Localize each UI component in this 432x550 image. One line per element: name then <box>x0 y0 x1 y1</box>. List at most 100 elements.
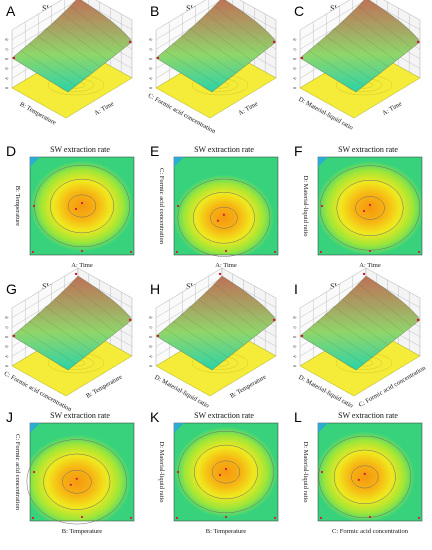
design-point <box>224 467 228 471</box>
design-point <box>74 207 78 211</box>
panel-title: SW extraction rate <box>50 411 110 420</box>
surface-mesh-line <box>357 5 413 49</box>
surface-mesh-line <box>349 12 405 55</box>
panel-letter: L <box>294 409 302 425</box>
panel-letter: B <box>150 3 159 19</box>
panel-letter: K <box>150 409 160 425</box>
contour-plot-area <box>29 422 135 522</box>
panel-title: SW extraction rate <box>50 145 110 154</box>
surface-mesh-line <box>61 12 117 55</box>
z-tick-label: 40 <box>293 76 297 80</box>
contour-line <box>192 191 255 244</box>
response-surface <box>11 0 133 93</box>
panel-j-contour: J SW extraction rate B: Temperature C: Form… <box>6 409 135 535</box>
surface-mesh-line <box>357 283 413 327</box>
design-point <box>69 483 72 486</box>
z-tick-label: 40 <box>149 76 153 80</box>
z-tick-label: 50 <box>149 67 153 71</box>
contour-line <box>210 206 238 229</box>
contour-plot-area <box>173 156 279 256</box>
surface-mesh-line <box>172 320 229 358</box>
surface-mesh-line <box>164 50 221 86</box>
contour-corner-low <box>174 423 184 433</box>
surface-mesh-line <box>172 42 229 80</box>
design-point <box>74 272 78 276</box>
z-tick-label: 50 <box>149 345 153 349</box>
design-point <box>224 515 228 519</box>
z-tick-label: 80 <box>5 316 9 320</box>
z-tick-label: 80 <box>293 316 297 320</box>
y-axis-label: B: Temperature <box>14 186 21 227</box>
design-point <box>222 213 226 216</box>
z-tick-label: 60 <box>293 57 297 61</box>
panel-letter: D <box>6 143 16 159</box>
surface-mesh-line <box>20 328 77 364</box>
response-surface <box>155 0 277 93</box>
z-tick-label: 40 <box>149 354 153 358</box>
contour-line <box>177 178 271 257</box>
design-point <box>417 516 421 520</box>
design-point <box>156 56 160 60</box>
y-axis-label: D: Material-liquid ratio <box>158 441 165 502</box>
panel-title: SW extraction rate <box>194 145 254 154</box>
contour-line <box>43 453 111 510</box>
design-point <box>273 250 277 254</box>
design-point <box>80 515 84 519</box>
panel-d-contour: D SW extraction rate A: Time B: Temperature <box>6 143 135 269</box>
z-tick-label: 50 <box>5 67 9 71</box>
surface-mesh-line <box>36 313 93 352</box>
surface-mesh-line <box>53 298 109 339</box>
design-point <box>416 318 420 322</box>
contour-corner-low <box>174 157 184 167</box>
z-tick-label: 80 <box>149 38 153 42</box>
surface-mesh-line <box>36 35 93 74</box>
design-point <box>216 219 220 222</box>
surface-mesh-line <box>324 35 381 74</box>
panel-b-surface: BSW extraction rate304050607080C: Formic… <box>147 0 277 136</box>
design-point <box>368 515 372 519</box>
axis-label-right: A: Time <box>93 100 115 117</box>
panel-letter: E <box>150 143 159 159</box>
z-tick-label: 40 <box>5 76 9 80</box>
contour-plot-area <box>29 156 135 256</box>
surface-mesh-line <box>188 305 245 346</box>
surface-mesh-line <box>53 20 109 61</box>
surface-mesh-line <box>324 313 381 352</box>
surface-mesh-line <box>205 290 261 333</box>
panel-e-contour: E SW extraction rate A: Time C: Formic acid… <box>150 143 279 269</box>
z-tick-label: 50 <box>293 345 297 349</box>
design-point <box>416 40 420 44</box>
z-tick-label: 60 <box>149 57 153 61</box>
surface-mesh-line <box>61 290 117 333</box>
design-point <box>319 516 323 520</box>
design-point <box>300 56 304 60</box>
z-tick-label: 70 <box>293 325 297 329</box>
response-surface <box>11 275 133 371</box>
design-point <box>320 204 324 208</box>
design-point <box>12 56 16 60</box>
contour-corner-low <box>318 423 328 433</box>
panel-g-surface: GSW extraction rate304050607080C: Formic… <box>3 267 133 414</box>
surface-mesh-line <box>28 42 85 80</box>
design-point <box>176 470 180 474</box>
design-point <box>129 250 133 254</box>
panel-letter: G <box>6 281 17 297</box>
panel-letter: I <box>294 281 298 297</box>
design-point <box>12 334 16 338</box>
design-point <box>272 40 276 44</box>
surface-mesh-line <box>197 298 253 339</box>
contour-line <box>355 196 385 220</box>
design-point <box>129 516 133 520</box>
surface-mesh-line <box>69 283 125 327</box>
surface-mesh-line <box>332 305 389 346</box>
contour-line <box>194 444 258 500</box>
x-axis-label: B: Temperature <box>206 528 247 535</box>
design-point <box>31 516 35 520</box>
design-point <box>368 249 372 253</box>
design-point <box>175 516 179 520</box>
contour-plot-area <box>317 422 423 522</box>
contour-corner-low <box>30 423 40 433</box>
axis-label-right: A: Time <box>237 100 259 117</box>
response-surface <box>299 0 421 93</box>
panel-l-contour: L SW extraction rate C: Formic acid concen… <box>294 409 423 535</box>
